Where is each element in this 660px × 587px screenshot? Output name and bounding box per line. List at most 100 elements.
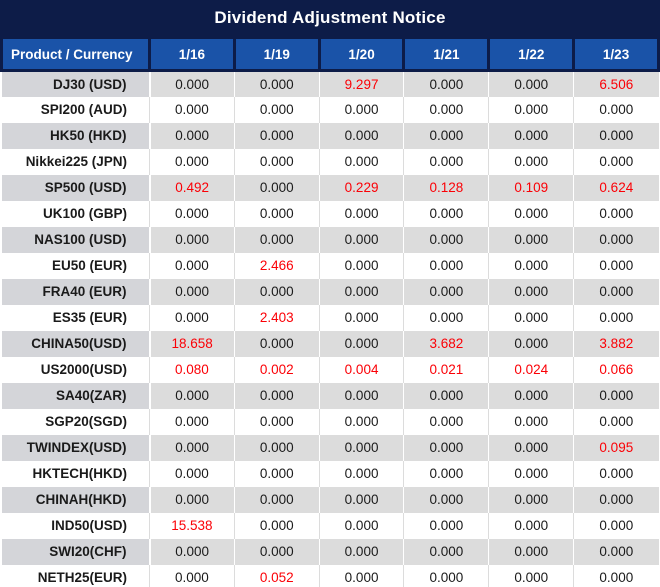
- value-cell: 9.297: [318, 70, 405, 97]
- value-cell: 0.000: [488, 434, 575, 461]
- value-cell: 0.000: [403, 96, 490, 123]
- value-cell: 0.000: [403, 434, 490, 461]
- table-row: ES35 (EUR) 0.000 2.403 0.000 0.000 0.000 0.00…: [1, 304, 659, 331]
- value-cell: 0.000: [403, 122, 490, 149]
- value-cell: 0.095: [573, 434, 659, 461]
- value-cell: 0.000: [149, 252, 235, 279]
- value-cell: 0.000: [149, 200, 235, 227]
- product-cell: CHINA50(USD): [1, 330, 151, 357]
- value-cell: 0.000: [233, 122, 320, 149]
- table-row: EU50 (EUR) 0.000 2.466 0.000 0.000 0.000 0.00…: [1, 252, 659, 279]
- value-cell: 0.000: [318, 512, 405, 539]
- value-cell: 0.000: [318, 304, 405, 331]
- page-title: Dividend Adjustment Notice: [214, 8, 446, 27]
- value-cell: 0.000: [318, 564, 405, 587]
- value-cell: 0.000: [318, 252, 405, 279]
- value-cell: 0.000: [149, 96, 235, 123]
- value-cell: 15.538: [149, 512, 235, 539]
- table-row: UK100 (GBP) 0.000 0.000 0.000 0.000 0.000 0.0…: [1, 200, 659, 227]
- table-row: NETH25(EUR) 0.000 0.052 0.000 0.000 0.000 0.0…: [1, 564, 659, 587]
- value-cell: 2.403: [233, 304, 320, 331]
- value-cell: 0.000: [488, 564, 575, 587]
- value-cell: 0.000: [573, 96, 659, 123]
- value-cell: 0.000: [403, 564, 490, 587]
- value-cell: 0.000: [233, 460, 320, 487]
- value-cell: 0.000: [318, 278, 405, 305]
- table-row: SA40(ZAR) 0.000 0.000 0.000 0.000 0.000 0.000: [1, 382, 659, 409]
- value-cell: 0.000: [149, 460, 235, 487]
- value-cell: 0.000: [488, 538, 575, 565]
- value-cell: 0.000: [403, 252, 490, 279]
- title-bar: Dividend Adjustment Notice: [0, 0, 660, 36]
- product-cell: SP500 (USD): [1, 174, 151, 201]
- table-row: Nikkei225 (JPN) 0.000 0.000 0.000 0.000 0.00…: [1, 148, 659, 175]
- value-cell: 0.000: [149, 70, 235, 97]
- value-cell: 0.128: [403, 174, 490, 201]
- value-cell: 0.000: [573, 200, 659, 227]
- value-cell: 0.004: [318, 356, 405, 383]
- value-cell: 0.109: [488, 174, 575, 201]
- value-cell: 0.000: [573, 122, 659, 149]
- value-cell: 0.000: [233, 200, 320, 227]
- table-body: DJ30 (USD) 0.000 0.000 9.297 0.000 0.000 6.50…: [1, 70, 659, 587]
- value-cell: 0.000: [403, 486, 490, 513]
- table-row: US2000(USD) 0.080 0.002 0.004 0.021 0.024 0.0…: [1, 356, 659, 383]
- product-cell: CHINAH(HKD): [1, 486, 151, 513]
- table-row: FRA40 (EUR) 0.000 0.000 0.000 0.000 0.000 0.0…: [1, 278, 659, 305]
- product-cell: UK100 (GBP): [1, 200, 150, 227]
- value-cell: 0.000: [233, 512, 320, 539]
- value-cell: 0.000: [233, 174, 320, 201]
- value-cell: 0.000: [149, 486, 235, 513]
- product-cell: NETH25(EUR): [1, 564, 150, 587]
- value-cell: 0.000: [149, 304, 235, 331]
- value-cell: 0.024: [488, 356, 575, 383]
- value-cell: 0.000: [403, 512, 490, 539]
- value-cell: 0.000: [488, 512, 575, 539]
- value-cell: 0.000: [233, 330, 320, 357]
- value-cell: 0.000: [318, 96, 405, 123]
- value-cell: 0.000: [403, 148, 490, 175]
- value-cell: 0.000: [318, 226, 405, 253]
- value-cell: 0.000: [403, 200, 490, 227]
- dividend-table: Product / Currency 1/16 1/19 1/20 1/21 1…: [0, 36, 660, 587]
- table-row: TWINDEX(USD) 0.000 0.000 0.000 0.000 0.000 0.…: [1, 434, 659, 461]
- value-cell: 0.000: [488, 304, 575, 331]
- product-cell: FRA40 (EUR): [1, 278, 151, 305]
- value-cell: 0.000: [488, 408, 575, 435]
- value-cell: 0.052: [233, 564, 320, 587]
- value-cell: 0.000: [149, 434, 235, 461]
- value-cell: 0.000: [233, 408, 320, 435]
- value-cell: 0.000: [318, 330, 405, 357]
- value-cell: 0.080: [149, 356, 235, 383]
- value-cell: 0.000: [488, 122, 575, 149]
- product-cell: IND50(USD): [1, 512, 150, 539]
- value-cell: 0.002: [233, 356, 320, 383]
- value-cell: 0.000: [488, 278, 575, 305]
- value-cell: 0.000: [149, 564, 235, 587]
- value-cell: 0.000: [573, 564, 659, 587]
- value-cell: 0.000: [149, 148, 235, 175]
- date-header-1-19: 1/19: [232, 36, 321, 72]
- table-row: CHINA50(USD) 18.658 0.000 0.000 3.682 0.000 3…: [1, 330, 659, 357]
- value-cell: 0.492: [149, 174, 235, 201]
- value-cell: 0.066: [573, 356, 659, 383]
- value-cell: 0.000: [573, 538, 659, 565]
- table-row: NAS100 (USD) 0.000 0.000 0.000 0.000 0.000 0.…: [1, 226, 659, 253]
- value-cell: 0.000: [318, 434, 405, 461]
- value-cell: 0.000: [488, 460, 575, 487]
- value-cell: 0.000: [149, 408, 235, 435]
- value-cell: 18.658: [149, 330, 235, 357]
- value-cell: 0.000: [573, 408, 659, 435]
- value-cell: 0.000: [318, 122, 405, 149]
- table-row: SP500 (USD) 0.492 0.000 0.229 0.128 0.109 0.6…: [1, 174, 659, 201]
- value-cell: 0.000: [149, 278, 235, 305]
- value-cell: 0.021: [403, 356, 490, 383]
- product-cell: HKTECH(HKD): [1, 460, 150, 487]
- value-cell: 0.000: [318, 460, 405, 487]
- table-row: SWI20(CHF) 0.000 0.000 0.000 0.000 0.000 0.00…: [1, 538, 659, 565]
- date-header-1-23: 1/23: [572, 36, 660, 72]
- value-cell: 0.000: [233, 278, 320, 305]
- value-cell: 0.000: [573, 278, 659, 305]
- table-row: SGP20(SGD) 0.000 0.000 0.000 0.000 0.000 0.00…: [1, 408, 659, 435]
